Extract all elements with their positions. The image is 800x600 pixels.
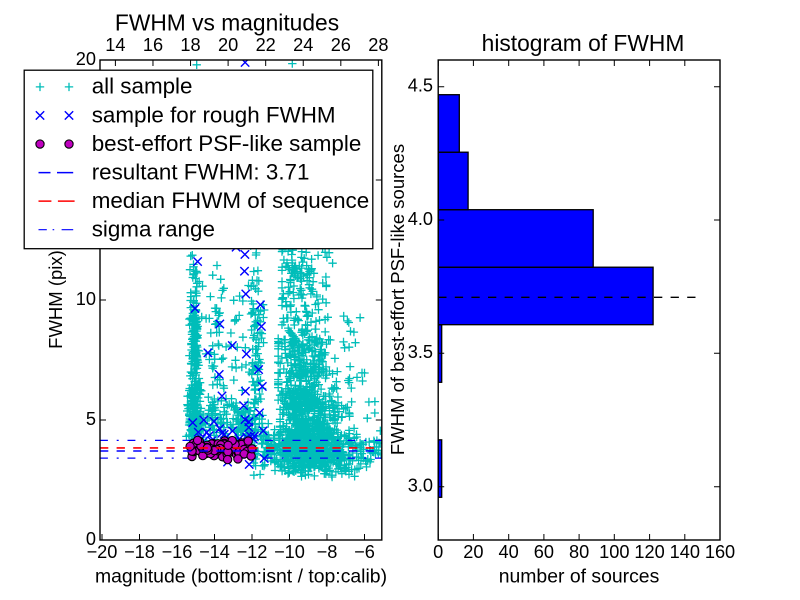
svg-text:FWHM (pix): FWHM (pix) [45,250,66,349]
svg-text:magnitude (bottom:isnt / top:c: magnitude (bottom:isnt / top:calib) [95,566,387,588]
svg-text:number of sources: number of sources [499,566,660,588]
svg-text:140: 140 [670,542,700,562]
svg-text:−16: −16 [162,542,193,562]
svg-text:80: 80 [569,542,589,562]
svg-text:−20: −20 [87,542,118,562]
svg-text:0: 0 [433,542,443,562]
svg-text:4.5: 4.5 [408,76,433,96]
svg-text:sigma range: sigma range [92,217,215,242]
svg-text:20: 20 [218,35,238,55]
svg-text:resultant FWHM: 3.71: resultant FWHM: 3.71 [92,159,310,184]
svg-text:−14: −14 [199,542,230,562]
svg-text:median FHWM of sequence: median FHWM of sequence [92,188,370,213]
svg-text:5: 5 [86,409,96,429]
svg-text:40: 40 [499,542,519,562]
svg-text:−12: −12 [237,542,268,562]
svg-text:10: 10 [76,289,96,309]
svg-text:histogram of FWHM: histogram of FWHM [482,30,685,56]
svg-text:160: 160 [705,542,735,562]
svg-text:0: 0 [86,529,96,549]
svg-text:60: 60 [534,542,554,562]
svg-text:28: 28 [368,35,388,55]
svg-text:24: 24 [293,35,313,55]
svg-text:120: 120 [634,542,664,562]
svg-text:FWHM vs magnitudes: FWHM vs magnitudes [115,10,339,36]
svg-text:26: 26 [331,35,351,55]
svg-text:20: 20 [463,542,483,562]
svg-text:−18: −18 [124,542,155,562]
svg-text:16: 16 [143,35,163,55]
svg-text:3.0: 3.0 [408,476,433,496]
svg-text:−8: −8 [317,542,338,562]
svg-text:sample for rough FWHM: sample for rough FWHM [92,102,336,127]
svg-text:FWHM of best-effort PSF-like s: FWHM of best-effort PSF-like sources [387,144,408,455]
svg-text:100: 100 [599,542,629,562]
svg-text:22: 22 [256,35,276,55]
svg-text:14: 14 [105,35,125,55]
svg-text:3.5: 3.5 [408,342,433,362]
svg-text:−10: −10 [274,542,305,562]
svg-text:best-effort PSF-like sample: best-effort PSF-like sample [92,131,362,156]
svg-text:18: 18 [180,35,200,55]
svg-text:20: 20 [76,49,96,69]
svg-text:4.0: 4.0 [408,209,433,229]
svg-text:all sample: all sample [92,74,193,99]
svg-text:−6: −6 [354,542,375,562]
